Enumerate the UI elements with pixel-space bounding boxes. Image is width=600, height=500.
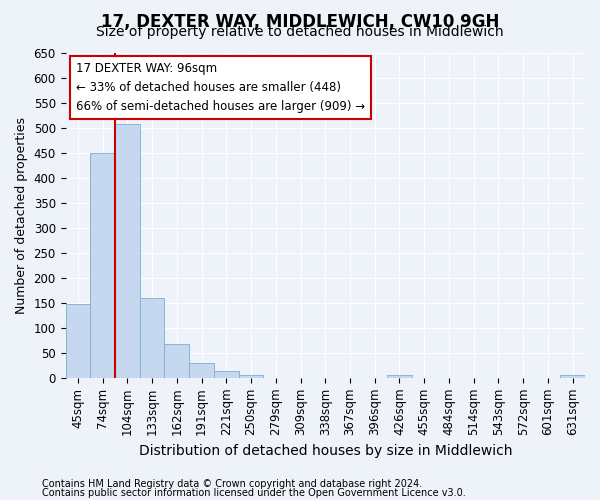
X-axis label: Distribution of detached houses by size in Middlewich: Distribution of detached houses by size …	[139, 444, 512, 458]
Text: Contains HM Land Registry data © Crown copyright and database right 2024.: Contains HM Land Registry data © Crown c…	[42, 479, 422, 489]
Bar	[189, 363, 214, 378]
Text: 17, DEXTER WAY, MIDDLEWICH, CW10 9GH: 17, DEXTER WAY, MIDDLEWICH, CW10 9GH	[101, 12, 499, 30]
Bar	[115, 124, 140, 378]
Bar	[560, 376, 585, 378]
Bar	[214, 372, 239, 378]
Text: 17 DEXTER WAY: 96sqm
← 33% of detached houses are smaller (448)
66% of semi-deta: 17 DEXTER WAY: 96sqm ← 33% of detached h…	[76, 62, 365, 114]
Bar	[387, 376, 412, 378]
Bar	[164, 344, 189, 378]
Bar	[65, 304, 90, 378]
Text: Contains public sector information licensed under the Open Government Licence v3: Contains public sector information licen…	[42, 488, 466, 498]
Bar	[90, 152, 115, 378]
Bar	[140, 298, 164, 378]
Bar	[239, 376, 263, 378]
Text: Size of property relative to detached houses in Middlewich: Size of property relative to detached ho…	[96, 25, 504, 39]
Y-axis label: Number of detached properties: Number of detached properties	[15, 116, 28, 314]
